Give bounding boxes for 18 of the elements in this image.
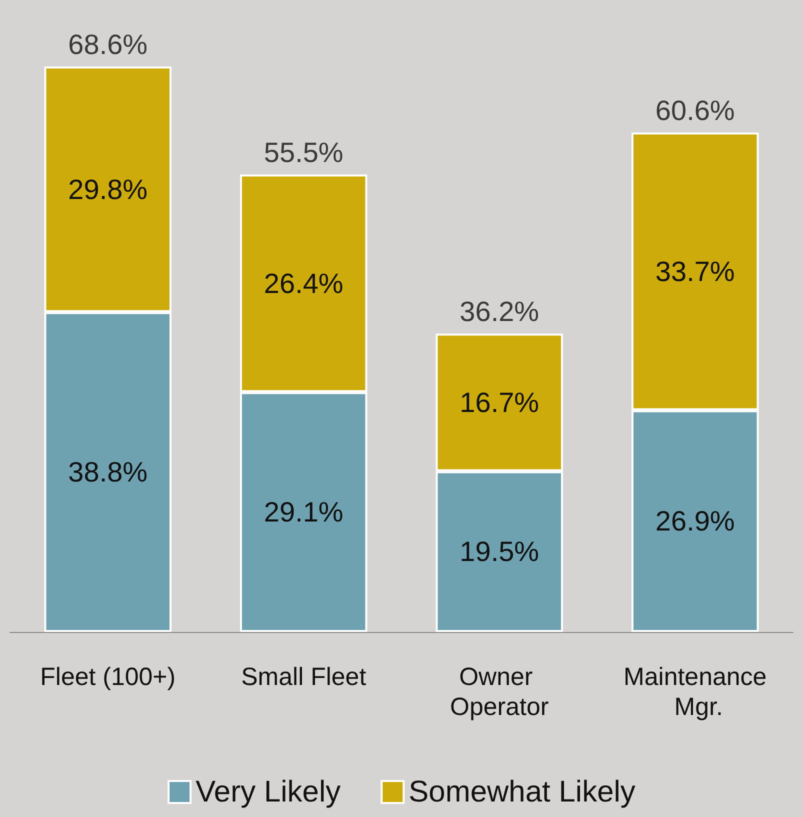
x-tick-label: Small Fleet: [241, 663, 366, 691]
legend-label: Very Likely: [196, 776, 341, 808]
data-label: 26.9%: [655, 506, 735, 537]
x-tick-label: Owner Operator: [450, 663, 549, 721]
legend-label: Somewhat Likely: [408, 776, 636, 808]
x-tick-label: Maintenance Mgr.: [624, 663, 767, 721]
total-label: 60.6%: [655, 94, 735, 126]
data-label: 19.5%: [460, 536, 540, 568]
data-label: 29.8%: [68, 174, 148, 205]
data-label: 33.7%: [655, 256, 735, 287]
data-label: 38.8%: [68, 456, 148, 488]
x-tick-label: Fleet (100+): [40, 663, 176, 691]
total-label: 68.6%: [68, 29, 148, 60]
data-label: 29.1%: [264, 496, 344, 528]
data-label: 26.4%: [264, 268, 344, 299]
data-label: 16.7%: [460, 386, 540, 418]
total-label: 36.2%: [460, 296, 540, 328]
total-label: 55.5%: [264, 137, 344, 168]
